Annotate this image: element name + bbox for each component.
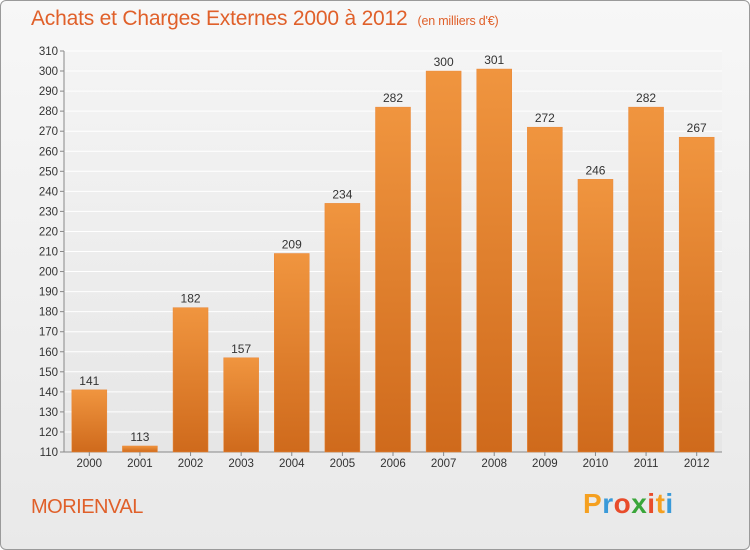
logo-letter: r — [602, 488, 614, 519]
y-tick-label: 130 — [39, 407, 58, 419]
y-tick-label: 160 — [39, 347, 58, 359]
x-tick-label: 2009 — [532, 458, 558, 470]
bar-2010 — [577, 179, 614, 453]
bar-2009 — [527, 126, 563, 453]
bar-2006 — [375, 106, 411, 453]
y-tick-label: 150 — [39, 367, 58, 379]
y-tick-label: 280 — [39, 106, 58, 118]
y-tick-label: 290 — [39, 86, 58, 98]
x-tick-label: 2008 — [481, 458, 507, 470]
y-tick-label: 140 — [39, 387, 58, 399]
logo-letter: i — [665, 488, 674, 519]
value-label: 234 — [332, 187, 352, 201]
x-tick-label: 2007 — [431, 458, 457, 470]
value-label: 282 — [383, 91, 403, 105]
value-label: 301 — [484, 53, 504, 67]
value-label: 182 — [181, 292, 201, 306]
subtitle-text: (en milliers d'€) — [417, 14, 499, 28]
y-tick-label: 110 — [40, 447, 58, 459]
value-label: 267 — [687, 121, 707, 135]
y-tick-label: 200 — [39, 267, 58, 279]
y-tick-label: 270 — [39, 126, 58, 138]
commune-name: MORIENVAL — [31, 496, 143, 518]
y-tick-label: 120 — [39, 427, 58, 439]
x-tick-label: 2006 — [380, 458, 406, 470]
y-tick-label: 210 — [39, 247, 58, 259]
proxiti-logo: Proxiti — [583, 488, 674, 520]
bar-2000 — [71, 389, 108, 453]
y-tick-label: 300 — [39, 66, 58, 78]
bar-2003 — [223, 357, 259, 453]
bar-2012 — [678, 136, 715, 453]
y-tick-label: 250 — [39, 166, 58, 178]
x-tick-label: 2002 — [178, 458, 204, 470]
value-label: 141 — [79, 374, 99, 388]
y-tick-label: 220 — [39, 226, 58, 238]
value-label: 246 — [585, 163, 605, 177]
bar-2008 — [476, 68, 512, 453]
value-label: 272 — [535, 111, 555, 125]
value-label: 282 — [636, 91, 656, 105]
bar-2011 — [628, 106, 664, 453]
x-tick-label: 2005 — [330, 458, 356, 470]
logo-letter: i — [647, 488, 656, 519]
y-tick-label: 240 — [39, 186, 58, 198]
bar-2002 — [172, 307, 209, 453]
logo-letter: P — [583, 488, 603, 519]
y-tick-label: 230 — [39, 206, 58, 218]
value-label: 157 — [231, 342, 251, 356]
value-label: 209 — [282, 238, 302, 252]
x-tick-label: 2000 — [77, 458, 103, 470]
y-tick-label: 170 — [39, 327, 58, 339]
title-text: Achats et Charges Externes 2000 à 2012 — [31, 7, 408, 30]
y-tick-label: 310 — [39, 46, 58, 58]
x-tick-label: 2003 — [228, 458, 254, 470]
bar-2004 — [274, 253, 310, 453]
y-tick-label: 180 — [39, 307, 58, 319]
logo-letter: x — [631, 488, 648, 519]
x-tick-label: 2010 — [583, 458, 609, 470]
bar-2005 — [324, 203, 361, 453]
x-tick-label: 2001 — [127, 458, 153, 470]
bar-2001 — [122, 445, 158, 453]
chart-title: Achats et Charges Externes 2000 à 2012 (e… — [31, 7, 499, 31]
logo-letter: t — [655, 488, 666, 519]
value-label: 300 — [434, 55, 454, 69]
y-tick-label: 260 — [39, 146, 58, 158]
value-label: 113 — [130, 430, 149, 444]
x-tick-label: 2012 — [684, 458, 710, 470]
y-tick-label: 190 — [39, 287, 58, 299]
x-tick-label: 2011 — [634, 458, 659, 470]
logo-letter: o — [613, 488, 632, 519]
bar-2007 — [425, 70, 462, 453]
x-tick-label: 2004 — [279, 458, 305, 470]
